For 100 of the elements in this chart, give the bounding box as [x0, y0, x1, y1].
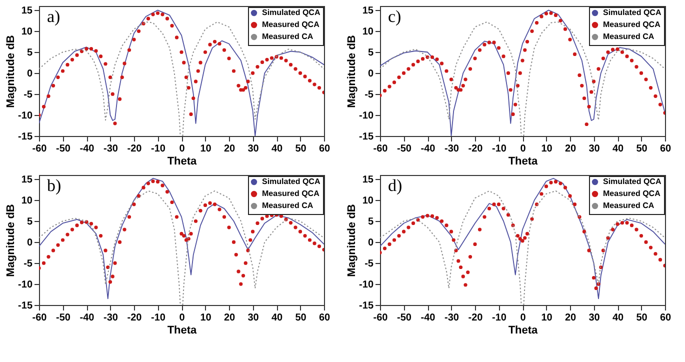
- legend-label: Simulated QCA: [603, 177, 662, 186]
- x-tick-label: -20: [127, 144, 142, 154]
- x-tick-label: -10: [492, 144, 507, 154]
- y-tick-label: -15: [18, 132, 33, 142]
- legend-label: Measured CA: [603, 201, 654, 210]
- y-tick-label: -10: [18, 280, 33, 291]
- x-tick-label: 50: [636, 144, 648, 154]
- y-tick-label: -10: [359, 110, 374, 122]
- y-tick-label: -5: [24, 258, 33, 270]
- legend-label: Simulated QCA: [262, 177, 320, 186]
- x-tick-label: -30: [444, 144, 460, 154]
- y-tick-label: 5: [368, 48, 374, 59]
- x-tick-label: 20: [564, 312, 576, 324]
- x-tick-label: 50: [636, 312, 648, 324]
- x-tick-label: -50: [397, 144, 412, 154]
- x-axis-title: Theta: [508, 324, 539, 336]
- legend-label: Simulated QCA: [603, 8, 662, 17]
- x-tick-label: 20: [564, 144, 576, 154]
- annotation: b): [47, 176, 62, 195]
- annotation: a): [47, 7, 60, 26]
- x-tick-label: -50: [56, 144, 71, 154]
- x-tick-label: 40: [271, 144, 283, 154]
- y-tick-label: 10: [362, 196, 374, 207]
- x-tick-label: -50: [56, 312, 71, 324]
- y-tick-label: 10: [21, 26, 33, 38]
- x-tick-label: -60: [32, 312, 48, 324]
- x-tick-label: 10: [541, 312, 553, 324]
- x-tick-label: -40: [420, 312, 436, 324]
- y-axis-title: Magnitude dB: [5, 35, 18, 108]
- x-tick-label: 10: [541, 144, 553, 154]
- y-tick-label: -15: [359, 132, 374, 142]
- annotation: d): [388, 176, 402, 195]
- x-tick-label: 0: [179, 144, 186, 154]
- x-tick-label: 40: [612, 312, 624, 324]
- x-tick-label: 60: [318, 312, 330, 324]
- x-tick-label: 60: [318, 144, 330, 154]
- y-tick-label: -5: [364, 90, 374, 101]
- legend-label: Simulated QCA: [262, 8, 320, 17]
- y-tick-label: 15: [362, 174, 374, 186]
- x-tick-label: 50: [295, 312, 307, 324]
- x-tick-label: 50: [295, 144, 307, 154]
- x-tick-label: -60: [373, 144, 388, 154]
- x-tick-label: 60: [660, 312, 672, 324]
- x-tick-label: -60: [373, 312, 388, 324]
- y-tick-label: -15: [18, 300, 33, 312]
- x-tick-label: -60: [32, 144, 48, 154]
- x-tick-label: -30: [104, 144, 118, 154]
- x-tick-label: 40: [612, 144, 624, 154]
- y-tick-label: -10: [359, 280, 374, 291]
- annotation: c): [388, 7, 402, 26]
- x-tick-label: -10: [492, 312, 507, 324]
- y-tick-label: 15: [362, 6, 374, 17]
- x-axis-title: Theta: [167, 156, 198, 168]
- y-tick-label: 0: [368, 68, 374, 80]
- legend-label: Measured CA: [262, 32, 314, 41]
- x-tick-label: 0: [520, 144, 526, 154]
- x-axis-title: Theta: [508, 156, 539, 168]
- x-tick-label: 10: [200, 312, 212, 324]
- x-tick-label: 30: [248, 144, 260, 154]
- y-axis-title: Magnitude dB: [346, 204, 358, 277]
- x-tick-label: 30: [248, 312, 260, 324]
- y-tick-label: -15: [359, 300, 374, 312]
- x-tick-label: 10: [200, 144, 212, 154]
- x-tick-label: -40: [80, 144, 95, 154]
- x-tick-label: -30: [104, 312, 118, 324]
- x-tick-label: -50: [397, 312, 412, 324]
- x-tick-label: 0: [179, 312, 186, 324]
- y-axis-title: Magnitude dB: [5, 204, 18, 277]
- y-tick-label: 0: [26, 68, 33, 80]
- y-tick-label: 0: [26, 238, 33, 249]
- y-tick-label: 5: [26, 48, 33, 59]
- x-tick-label: -10: [151, 312, 166, 324]
- x-tick-label: -20: [127, 312, 142, 324]
- y-tick-label: 5: [26, 216, 33, 228]
- legend-label: Measured CA: [603, 32, 654, 41]
- x-tick-label: -40: [80, 312, 95, 324]
- legend-label: Measured QCA: [262, 20, 320, 29]
- y-tick-label: 5: [368, 216, 374, 228]
- legend-label: Measured QCA: [603, 20, 661, 29]
- x-tick-label: 30: [588, 144, 600, 154]
- y-tick-label: 10: [362, 26, 374, 38]
- x-tick-label: -20: [468, 144, 484, 154]
- y-tick-label: -10: [18, 110, 33, 122]
- y-axis-title: Magnitude dB: [346, 35, 358, 108]
- x-tick-label: 30: [588, 312, 600, 324]
- x-tick-label: 0: [520, 312, 526, 324]
- y-tick-label: 15: [21, 174, 33, 186]
- x-tick-label: 20: [224, 144, 236, 154]
- y-tick-label: 10: [21, 196, 33, 207]
- y-tick-label: 15: [21, 6, 33, 17]
- legend-label: Measured QCA: [603, 189, 661, 198]
- y-tick-label: -5: [364, 258, 374, 270]
- legend-label: Measured CA: [262, 201, 314, 210]
- x-tick-label: -30: [444, 312, 460, 324]
- x-tick-label: -20: [468, 312, 484, 324]
- y-tick-label: -5: [24, 90, 33, 101]
- x-axis-title: Theta: [167, 324, 198, 336]
- legend-label: Measured QCA: [262, 189, 320, 198]
- x-tick-label: 60: [660, 144, 672, 154]
- x-tick-label: -10: [151, 144, 166, 154]
